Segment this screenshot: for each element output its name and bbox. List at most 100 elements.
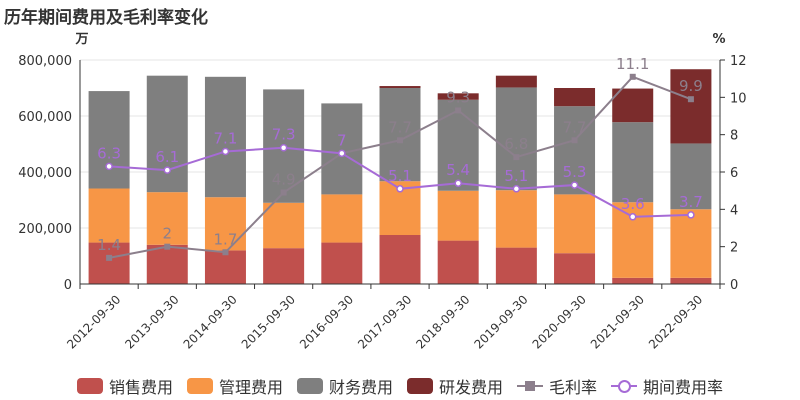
legend-swatch	[407, 378, 433, 394]
line-point	[222, 249, 229, 256]
y-right-tick-label: 12	[730, 54, 747, 69]
line-point	[454, 179, 462, 187]
data-label: 7	[337, 131, 347, 149]
data-label: 6.8	[504, 135, 528, 153]
y-left-unit: 万	[74, 32, 88, 47]
bar-segment	[554, 253, 596, 284]
legend-label: 期间费用率	[643, 378, 724, 397]
chart-title: 历年期间费用及毛利率变化	[4, 8, 208, 28]
data-label: 9.3	[446, 88, 470, 106]
line-point	[455, 107, 462, 114]
bar-segment	[495, 75, 537, 88]
bar-segment	[321, 242, 363, 284]
line-point	[106, 254, 113, 261]
legend-label: 管理费用	[218, 378, 283, 397]
data-label: 5.1	[504, 167, 528, 185]
x-tick-label: 2019-09-30	[471, 292, 530, 351]
data-label: 5.1	[388, 167, 412, 185]
bar-segment	[495, 247, 537, 284]
x-tick-label: 2021-09-30	[588, 292, 647, 351]
y-left-tick-label: 600,000	[18, 110, 72, 125]
data-label: 3.6	[621, 195, 645, 213]
y-right-tick-label: 8	[730, 129, 738, 144]
legend-label: 财务费用	[328, 378, 393, 397]
bar-segment	[379, 86, 421, 88]
legend-item-expense-rate[interactable]: 期间费用率	[611, 374, 723, 398]
x-tick-label: 2015-09-30	[239, 292, 298, 351]
data-label: 7.1	[214, 129, 238, 147]
legend-line-swatch	[611, 378, 638, 394]
bar-segment	[670, 143, 712, 210]
x-tick-label: 2012-09-30	[64, 292, 123, 351]
bar-segment	[146, 244, 188, 284]
data-label: 3.7	[679, 193, 703, 211]
line-point	[512, 185, 521, 193]
data-label: 7	[337, 131, 347, 149]
bar-segment	[88, 188, 130, 243]
bar-segment	[554, 88, 596, 107]
data-label: 1.4	[97, 236, 121, 254]
bar-segment	[321, 103, 363, 195]
line-point	[570, 181, 579, 189]
y-right-unit: %	[712, 32, 725, 47]
legend-line-swatch	[517, 378, 544, 394]
y-left-tick-label: 800,000	[18, 54, 72, 69]
bar-segment	[612, 277, 654, 284]
legend-swatch	[186, 378, 213, 394]
legend-item-admin[interactable]: 管理费用	[186, 374, 283, 398]
x-tick-label: 2014-09-30	[181, 292, 240, 351]
y-right-tick-label: 2	[730, 241, 738, 256]
legend-swatch	[296, 378, 323, 394]
bar-segment	[495, 190, 537, 248]
data-label: 7.7	[563, 118, 587, 136]
chart-legend: 销售费用 管理费用 财务费用 研发费用 毛利率 期间费用率	[0, 374, 800, 398]
bar-segment	[612, 122, 654, 203]
y-right-tick-label: 0	[730, 278, 738, 293]
bar-segment	[670, 69, 712, 144]
bar-segment	[146, 75, 188, 193]
line-point	[397, 137, 403, 144]
bar-segment	[379, 235, 421, 284]
line-point	[338, 149, 346, 158]
data-label: 6.1	[155, 148, 179, 166]
y-right-tick-label: 10	[730, 91, 747, 106]
legend-label: 研发费用	[439, 378, 504, 397]
legend-label: 销售费用	[108, 378, 173, 397]
bar-segment	[204, 250, 246, 284]
data-label: 7.3	[272, 126, 296, 144]
y-left-tick-label: 200,000	[18, 222, 72, 237]
bar-segment	[321, 194, 363, 243]
x-tick-label: 2018-09-30	[413, 292, 472, 351]
data-label: 9.9	[679, 77, 703, 95]
bar-segment	[495, 87, 537, 191]
bar-segment	[554, 194, 596, 254]
bar-segment	[670, 209, 712, 278]
legend-item-finance[interactable]: 财务费用	[296, 374, 393, 398]
line-point	[629, 73, 636, 80]
bar-segment	[263, 202, 305, 249]
x-tick-label: 2020-09-30	[530, 292, 589, 351]
line-point	[396, 185, 404, 193]
bar-segment	[612, 88, 654, 123]
data-label: 5.4	[446, 161, 470, 179]
data-label: 2	[162, 225, 172, 243]
line-point	[628, 213, 637, 221]
line-point	[105, 162, 113, 171]
y-left-tick-label: 400,000	[18, 166, 72, 181]
line-point	[164, 243, 171, 250]
bar-segment	[437, 99, 479, 191]
line-point	[687, 96, 694, 103]
legend-item-gross-margin[interactable]: 毛利率	[517, 374, 597, 398]
line-point	[687, 211, 695, 219]
bar-segment	[554, 106, 596, 195]
y-right-tick-label: 6	[730, 166, 738, 181]
legend-item-sales[interactable]: 销售费用	[76, 374, 173, 398]
line-point	[513, 154, 520, 161]
bar-segment	[437, 240, 479, 284]
x-tick-label: 2017-09-30	[355, 292, 414, 351]
bar-segment	[379, 88, 421, 182]
legend-item-rnd[interactable]: 研发费用	[407, 374, 503, 398]
data-label: 6.3	[97, 144, 121, 162]
line-point	[571, 137, 578, 144]
